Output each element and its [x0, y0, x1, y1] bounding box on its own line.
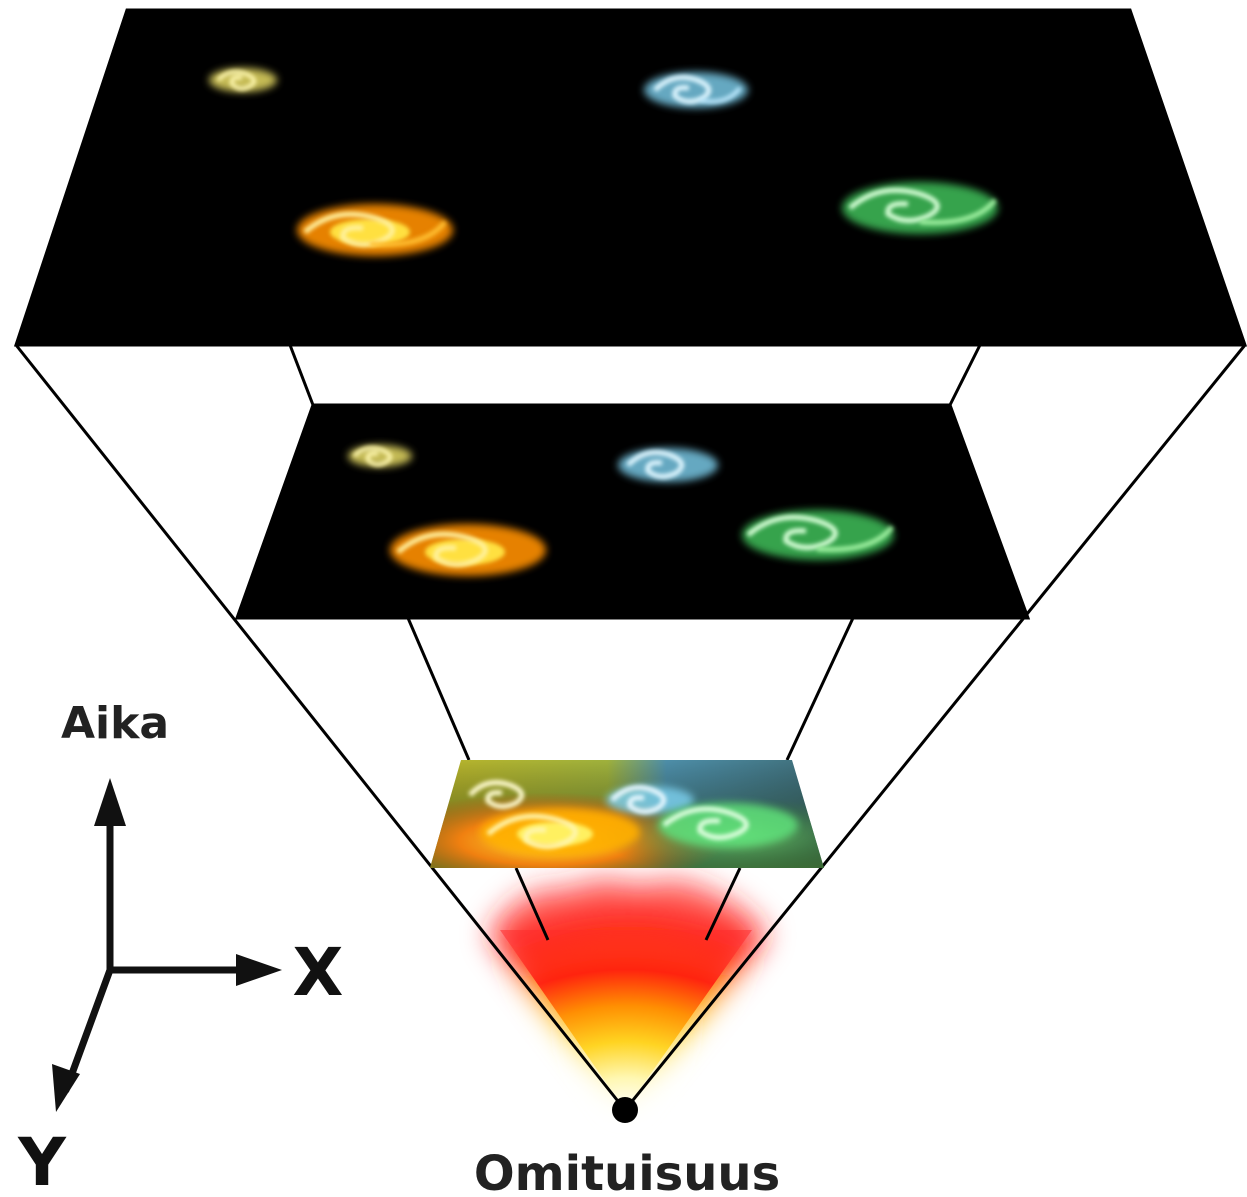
singularity-label: Omituisuus [474, 1146, 780, 1197]
fireball [488, 878, 768, 1110]
galaxy-orange [390, 524, 546, 576]
time-axis-label: Aika [61, 698, 169, 749]
y-axis-label: Y [17, 1124, 67, 1197]
galaxy-green [658, 803, 798, 847]
galaxy-blue [606, 785, 694, 814]
x-axis-label: X [293, 934, 344, 1011]
galaxy-yellow [348, 445, 412, 467]
y-axis-arrow [62, 966, 114, 1094]
axes [62, 796, 266, 1094]
galaxy-blue [644, 72, 748, 108]
slice-early [430, 760, 824, 868]
galaxy-green [842, 182, 998, 234]
slice-middle [234, 403, 1031, 620]
galaxy-yellow [209, 68, 277, 92]
galaxy-green [742, 510, 894, 560]
singularity-dot [612, 1097, 638, 1123]
galaxy-orange [297, 204, 453, 256]
light-cone-outline [14, 344, 1247, 1111]
galaxy-orange [480, 808, 640, 856]
time-arrowhead [94, 778, 126, 826]
y-arrowhead [52, 1064, 80, 1112]
axis-arrowheads [52, 778, 282, 1112]
x-arrowhead [236, 954, 282, 986]
galaxy-yellow [468, 780, 525, 809]
galaxy-blue [618, 448, 718, 482]
slice-top [13, 8, 1247, 347]
